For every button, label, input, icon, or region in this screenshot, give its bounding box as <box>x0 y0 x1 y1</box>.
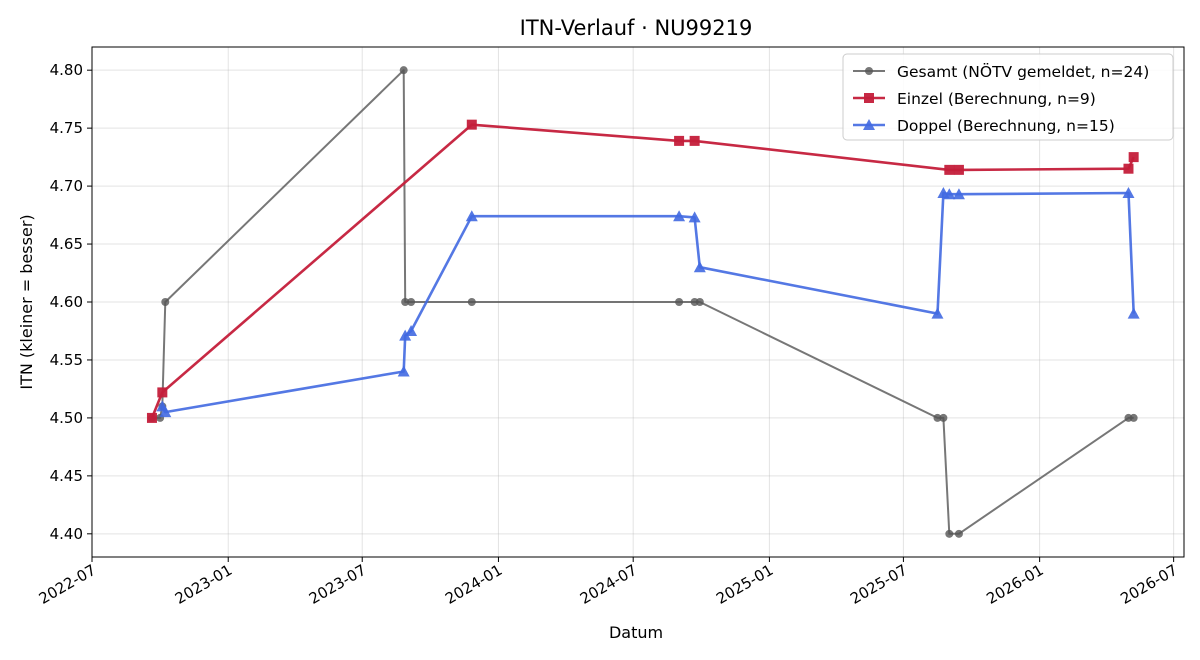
series-3 <box>156 187 1140 418</box>
data-point <box>159 406 172 418</box>
x-axis: 2022-07 2023-01 2023-07 2024-01 2024-07 2025-… <box>36 557 1181 608</box>
x-tick-label: 2025-01 <box>713 561 776 608</box>
data-point <box>465 210 478 222</box>
y-tick-label: 4.40 <box>50 525 83 543</box>
data-point <box>1128 152 1139 163</box>
data-point <box>675 298 684 306</box>
legend-label: Gesamt (NÖTV gemeldet, n=24) <box>897 62 1149 81</box>
data-point <box>952 188 965 200</box>
y-tick-label: 4.45 <box>50 467 83 485</box>
y-axis: 4.40 4.45 4.50 4.55 4.60 4.65 4.70 4.75 4.80 <box>50 61 92 543</box>
data-point <box>953 164 964 175</box>
data-point <box>863 119 875 130</box>
data-point <box>1122 187 1135 199</box>
data-point <box>954 529 963 538</box>
data-point <box>695 298 704 306</box>
data-point <box>864 93 874 103</box>
data-point <box>944 164 955 175</box>
x-tick-label: 2023-07 <box>306 561 369 608</box>
series-2 <box>146 119 1139 423</box>
legend-entry: Einzel (Berechnung, n=9) <box>853 90 1096 108</box>
y-tick-label: 4.70 <box>50 177 83 195</box>
chart-title: ITN-Verlauf · NU99219 <box>520 16 753 40</box>
data-point <box>689 135 700 146</box>
data-point <box>161 298 170 306</box>
data-point <box>1129 413 1138 422</box>
data-point <box>405 324 418 336</box>
data-point <box>466 119 477 130</box>
data-point <box>1123 163 1134 174</box>
legend-entry: Gesamt (NÖTV gemeldet, n=24) <box>853 62 1149 81</box>
series-layer <box>146 66 1140 538</box>
x-axis-title: Datum <box>609 623 663 642</box>
legend-label: Einzel (Berechnung, n=9) <box>897 90 1096 108</box>
y-tick-label: 4.50 <box>50 409 83 427</box>
legend-label: Doppel (Berechnung, n=15) <box>897 117 1115 135</box>
data-point <box>945 529 954 538</box>
data-point <box>939 413 948 422</box>
data-point <box>397 365 410 377</box>
x-tick-label: 2024-07 <box>577 561 640 608</box>
legend-entry: Doppel (Berechnung, n=15) <box>853 117 1115 135</box>
x-tick-label: 2022-07 <box>36 561 99 608</box>
data-point <box>673 210 686 222</box>
data-point <box>933 413 942 422</box>
legend: Gesamt (NÖTV gemeldet, n=24) Einzel (Bere… <box>842 53 1174 141</box>
legend-box <box>842 53 1174 141</box>
data-point <box>693 261 706 273</box>
x-tick-label: 2026-01 <box>983 561 1046 608</box>
data-point <box>943 188 956 200</box>
y-tick-label: 4.60 <box>50 293 83 311</box>
series-line <box>150 123 1135 419</box>
data-point <box>401 298 410 306</box>
y-axis-title: ITN (kleiner = besser) <box>17 214 36 389</box>
y-tick-label: 4.75 <box>50 119 83 137</box>
data-point <box>146 412 157 423</box>
y-tick-label: 4.65 <box>50 235 83 253</box>
data-point <box>467 298 476 306</box>
data-point <box>1127 307 1140 319</box>
data-point <box>399 66 408 75</box>
y-tick-label: 4.80 <box>50 61 83 79</box>
y-tick-label: 4.55 <box>50 351 83 369</box>
data-point <box>674 135 685 146</box>
data-point <box>688 211 701 223</box>
x-tick-label: 2025-07 <box>847 561 910 608</box>
data-point <box>931 307 944 319</box>
x-tick-label: 2023-01 <box>172 561 235 608</box>
x-tick-label: 2026-07 <box>1117 561 1180 608</box>
data-point <box>865 67 873 75</box>
data-point <box>407 298 416 306</box>
x-tick-label: 2024-01 <box>442 561 505 608</box>
data-point <box>399 329 412 341</box>
data-point <box>157 387 168 398</box>
